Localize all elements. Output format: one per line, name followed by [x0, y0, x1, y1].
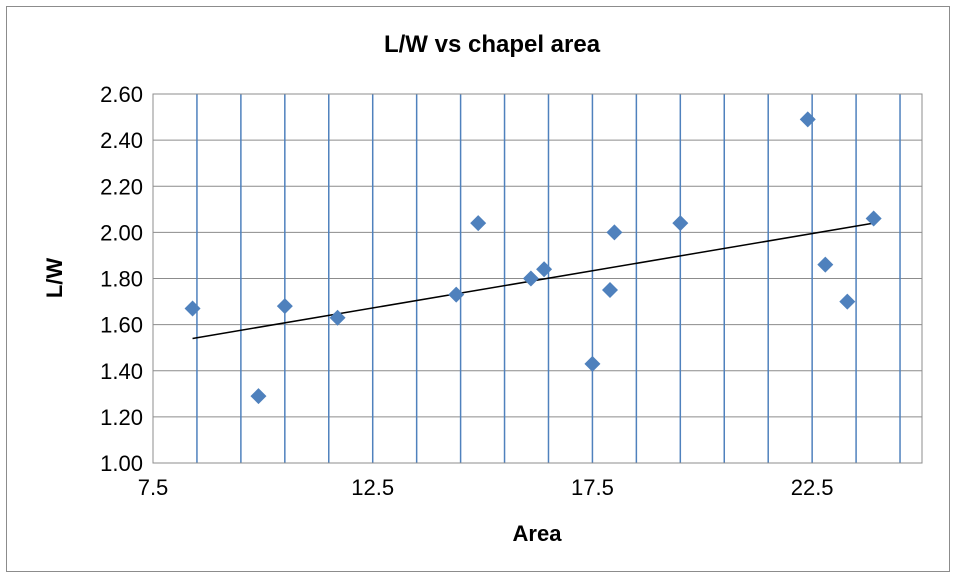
y-axis-ticks: 1.00 1.20 1.40 1.60 1.80 2.00 2.20 2.40 2.60 — [100, 82, 143, 476]
data-point — [184, 300, 201, 317]
x-axis-ticks: 7.5 12.5 17.5 22.5 — [138, 475, 834, 500]
y-tick-label: 2.00 — [100, 220, 143, 245]
data-point — [522, 270, 539, 287]
data-point — [329, 309, 346, 326]
x-tick-label: 22.5 — [791, 475, 834, 500]
data-point — [839, 293, 856, 310]
y-tick-label: 2.60 — [100, 82, 143, 107]
plot-area — [152, 93, 923, 464]
y-tick-label: 1.60 — [100, 313, 143, 338]
data-point — [606, 224, 623, 241]
x-tick-label: 17.5 — [571, 475, 614, 500]
chart-title: L/W vs chapel area — [384, 31, 601, 58]
x-tick-label: 7.5 — [138, 475, 169, 500]
y-tick-label: 1.00 — [100, 451, 143, 476]
x-axis-title: Area — [513, 521, 563, 546]
data-point — [672, 215, 689, 232]
chart-frame — [6, 6, 950, 572]
data-point — [817, 256, 834, 273]
data-points — [184, 111, 882, 405]
data-point — [470, 215, 487, 232]
y-tick-label: 2.40 — [100, 128, 143, 153]
y-axis-title: L/W — [42, 258, 67, 299]
data-point — [250, 388, 267, 405]
grid — [153, 94, 922, 463]
data-point — [584, 355, 601, 372]
data-point — [536, 261, 553, 278]
data-point — [865, 210, 882, 227]
data-point — [602, 282, 619, 299]
y-tick-label: 1.80 — [100, 267, 143, 292]
data-point — [799, 111, 816, 128]
data-point — [448, 286, 465, 303]
x-tick-label: 12.5 — [351, 475, 394, 500]
y-tick-label: 1.40 — [100, 359, 143, 384]
data-point — [276, 298, 293, 315]
y-tick-label: 2.20 — [100, 174, 143, 199]
y-tick-label: 1.20 — [100, 405, 143, 430]
